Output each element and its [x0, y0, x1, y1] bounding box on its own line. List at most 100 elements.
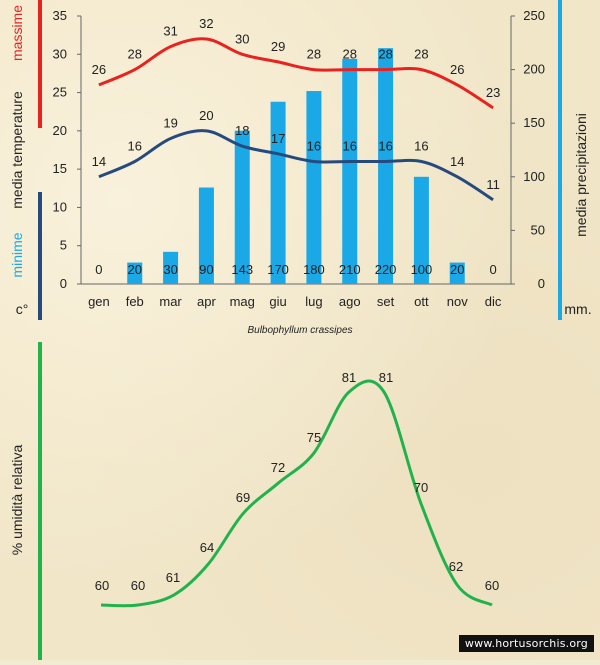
min-temp-label: 11 — [486, 177, 500, 192]
month-label-feb: feb — [126, 294, 144, 309]
month-label-gen: gen — [88, 294, 110, 309]
rain-value-label: 0 — [489, 262, 496, 277]
rain-value-label: 220 — [375, 262, 397, 277]
month-label-apr: apr — [197, 294, 216, 309]
humidity-value-label: 72 — [271, 460, 285, 475]
media-temperature-label: media temperature — [9, 91, 25, 209]
min-temp-line — [98, 129, 494, 202]
rain-value-label: 180 — [303, 262, 325, 277]
left-tick-label: 10 — [53, 199, 67, 214]
humidity-value-label: 69 — [236, 490, 250, 505]
rain-bar-ago — [342, 58, 358, 284]
month-label-ott: ott — [414, 294, 429, 309]
rain-legend-bar — [558, 0, 562, 320]
min-temp-label: 17 — [271, 131, 285, 146]
rain-value-label: 30 — [163, 262, 177, 277]
rain-bar-mar — [163, 251, 179, 284]
max-temp-label: 26 — [450, 62, 464, 77]
humidity-ylabel: % umidità relativa — [9, 445, 25, 556]
humidity-value-label: 70 — [414, 480, 428, 495]
rain-value-label: 170 — [267, 262, 289, 277]
month-label-mag: mag — [230, 294, 255, 309]
rain-bar-feb — [127, 262, 143, 284]
massime-label: massime — [9, 5, 25, 61]
humidity-value-label: 62 — [449, 559, 463, 574]
max-temp-label: 23 — [486, 85, 500, 100]
month-label-ago: ago — [339, 294, 361, 309]
min-temp-label: 14 — [92, 154, 106, 169]
month-label-set: set — [377, 294, 395, 309]
humidity-value-label: 81 — [379, 370, 393, 385]
rain-bar-mag — [234, 130, 250, 284]
left-tick-label: 0 — [60, 276, 67, 291]
species-caption: Bulbophyllum crassipes — [247, 325, 352, 336]
min-legend-bar — [38, 192, 42, 320]
humidity-value-label: 64 — [200, 540, 214, 555]
celsius-label: c° — [16, 301, 29, 317]
min-temp-label: 18 — [235, 123, 249, 138]
max-temp-label: 32 — [199, 16, 213, 31]
left-tick-label: 15 — [53, 161, 67, 176]
rain-value-label: 20 — [128, 262, 142, 277]
humidity-value-label: 60 — [95, 578, 109, 593]
min-temp-label: 14 — [450, 154, 464, 169]
right-tick-label: 250 — [523, 8, 545, 23]
left-tick-label: 35 — [53, 8, 67, 23]
right-tick-label: 0 — [538, 276, 545, 291]
min-temp-label: 16 — [378, 138, 392, 153]
rain-bar-ott — [413, 176, 429, 284]
rain-bar-set — [378, 48, 394, 284]
humidity-legend-bar — [38, 342, 42, 660]
rain-value-label: 20 — [450, 262, 464, 277]
min-temp-label: 16 — [414, 138, 428, 153]
humidity-value-label: 61 — [166, 570, 180, 585]
humidity-value-label: 75 — [307, 430, 321, 445]
month-label-lug: lug — [305, 294, 322, 309]
right-tick-label: 100 — [523, 169, 545, 184]
min-temp-label: 20 — [199, 108, 213, 123]
rain-value-label: 0 — [95, 262, 102, 277]
left-tick-label: 20 — [53, 123, 67, 138]
rain-bar-giu — [270, 101, 286, 284]
left-tick-label: 25 — [53, 85, 67, 100]
max-temp-line — [98, 37, 494, 110]
max-temp-label: 26 — [92, 62, 106, 77]
minime-label: minime — [9, 232, 25, 277]
max-temp-label: 31 — [163, 24, 177, 39]
max-temp-label: 28 — [343, 47, 357, 62]
max-legend-bar — [38, 0, 42, 128]
humidity-value-label: 60 — [485, 578, 499, 593]
rain-value-label: 143 — [231, 262, 253, 277]
max-temp-label: 30 — [235, 31, 249, 46]
right-tick-label: 200 — [523, 62, 545, 77]
month-label-nov: nov — [447, 294, 468, 309]
right-tick-label: 150 — [523, 115, 545, 130]
left-tick-label: 5 — [60, 238, 67, 253]
min-temp-label: 16 — [128, 138, 142, 153]
rain-bar-nov — [449, 262, 465, 284]
min-temp-label: 16 — [343, 138, 357, 153]
month-label-mar: mar — [159, 294, 182, 309]
humidity-chart: % umidità relativa 60 60 61 64 69 72 75 81 81 70 62… — [9, 342, 499, 660]
rain-bar-apr — [198, 187, 214, 284]
max-temp-label: 28 — [378, 47, 392, 62]
rain-bar-lug — [306, 91, 322, 284]
humidity-value-label: 81 — [342, 370, 356, 385]
rain-value-label: 210 — [339, 262, 361, 277]
media-precipitazioni-label: media precipitazioni — [573, 113, 589, 237]
rain-value-label: 100 — [411, 262, 433, 277]
max-temp-label: 28 — [414, 47, 428, 62]
min-temp-label: 19 — [163, 116, 177, 131]
humidity-value-label: 60 — [131, 578, 145, 593]
month-label-giu: giu — [269, 294, 286, 309]
max-temp-label: 28 — [307, 47, 321, 62]
rain-value-label: 90 — [199, 262, 213, 277]
min-temp-label: 16 — [307, 138, 321, 153]
humidity-line — [100, 379, 493, 608]
left-tick-label: 30 — [53, 46, 67, 61]
mm-label: mm. — [564, 301, 591, 317]
max-temp-label: 29 — [271, 39, 285, 54]
